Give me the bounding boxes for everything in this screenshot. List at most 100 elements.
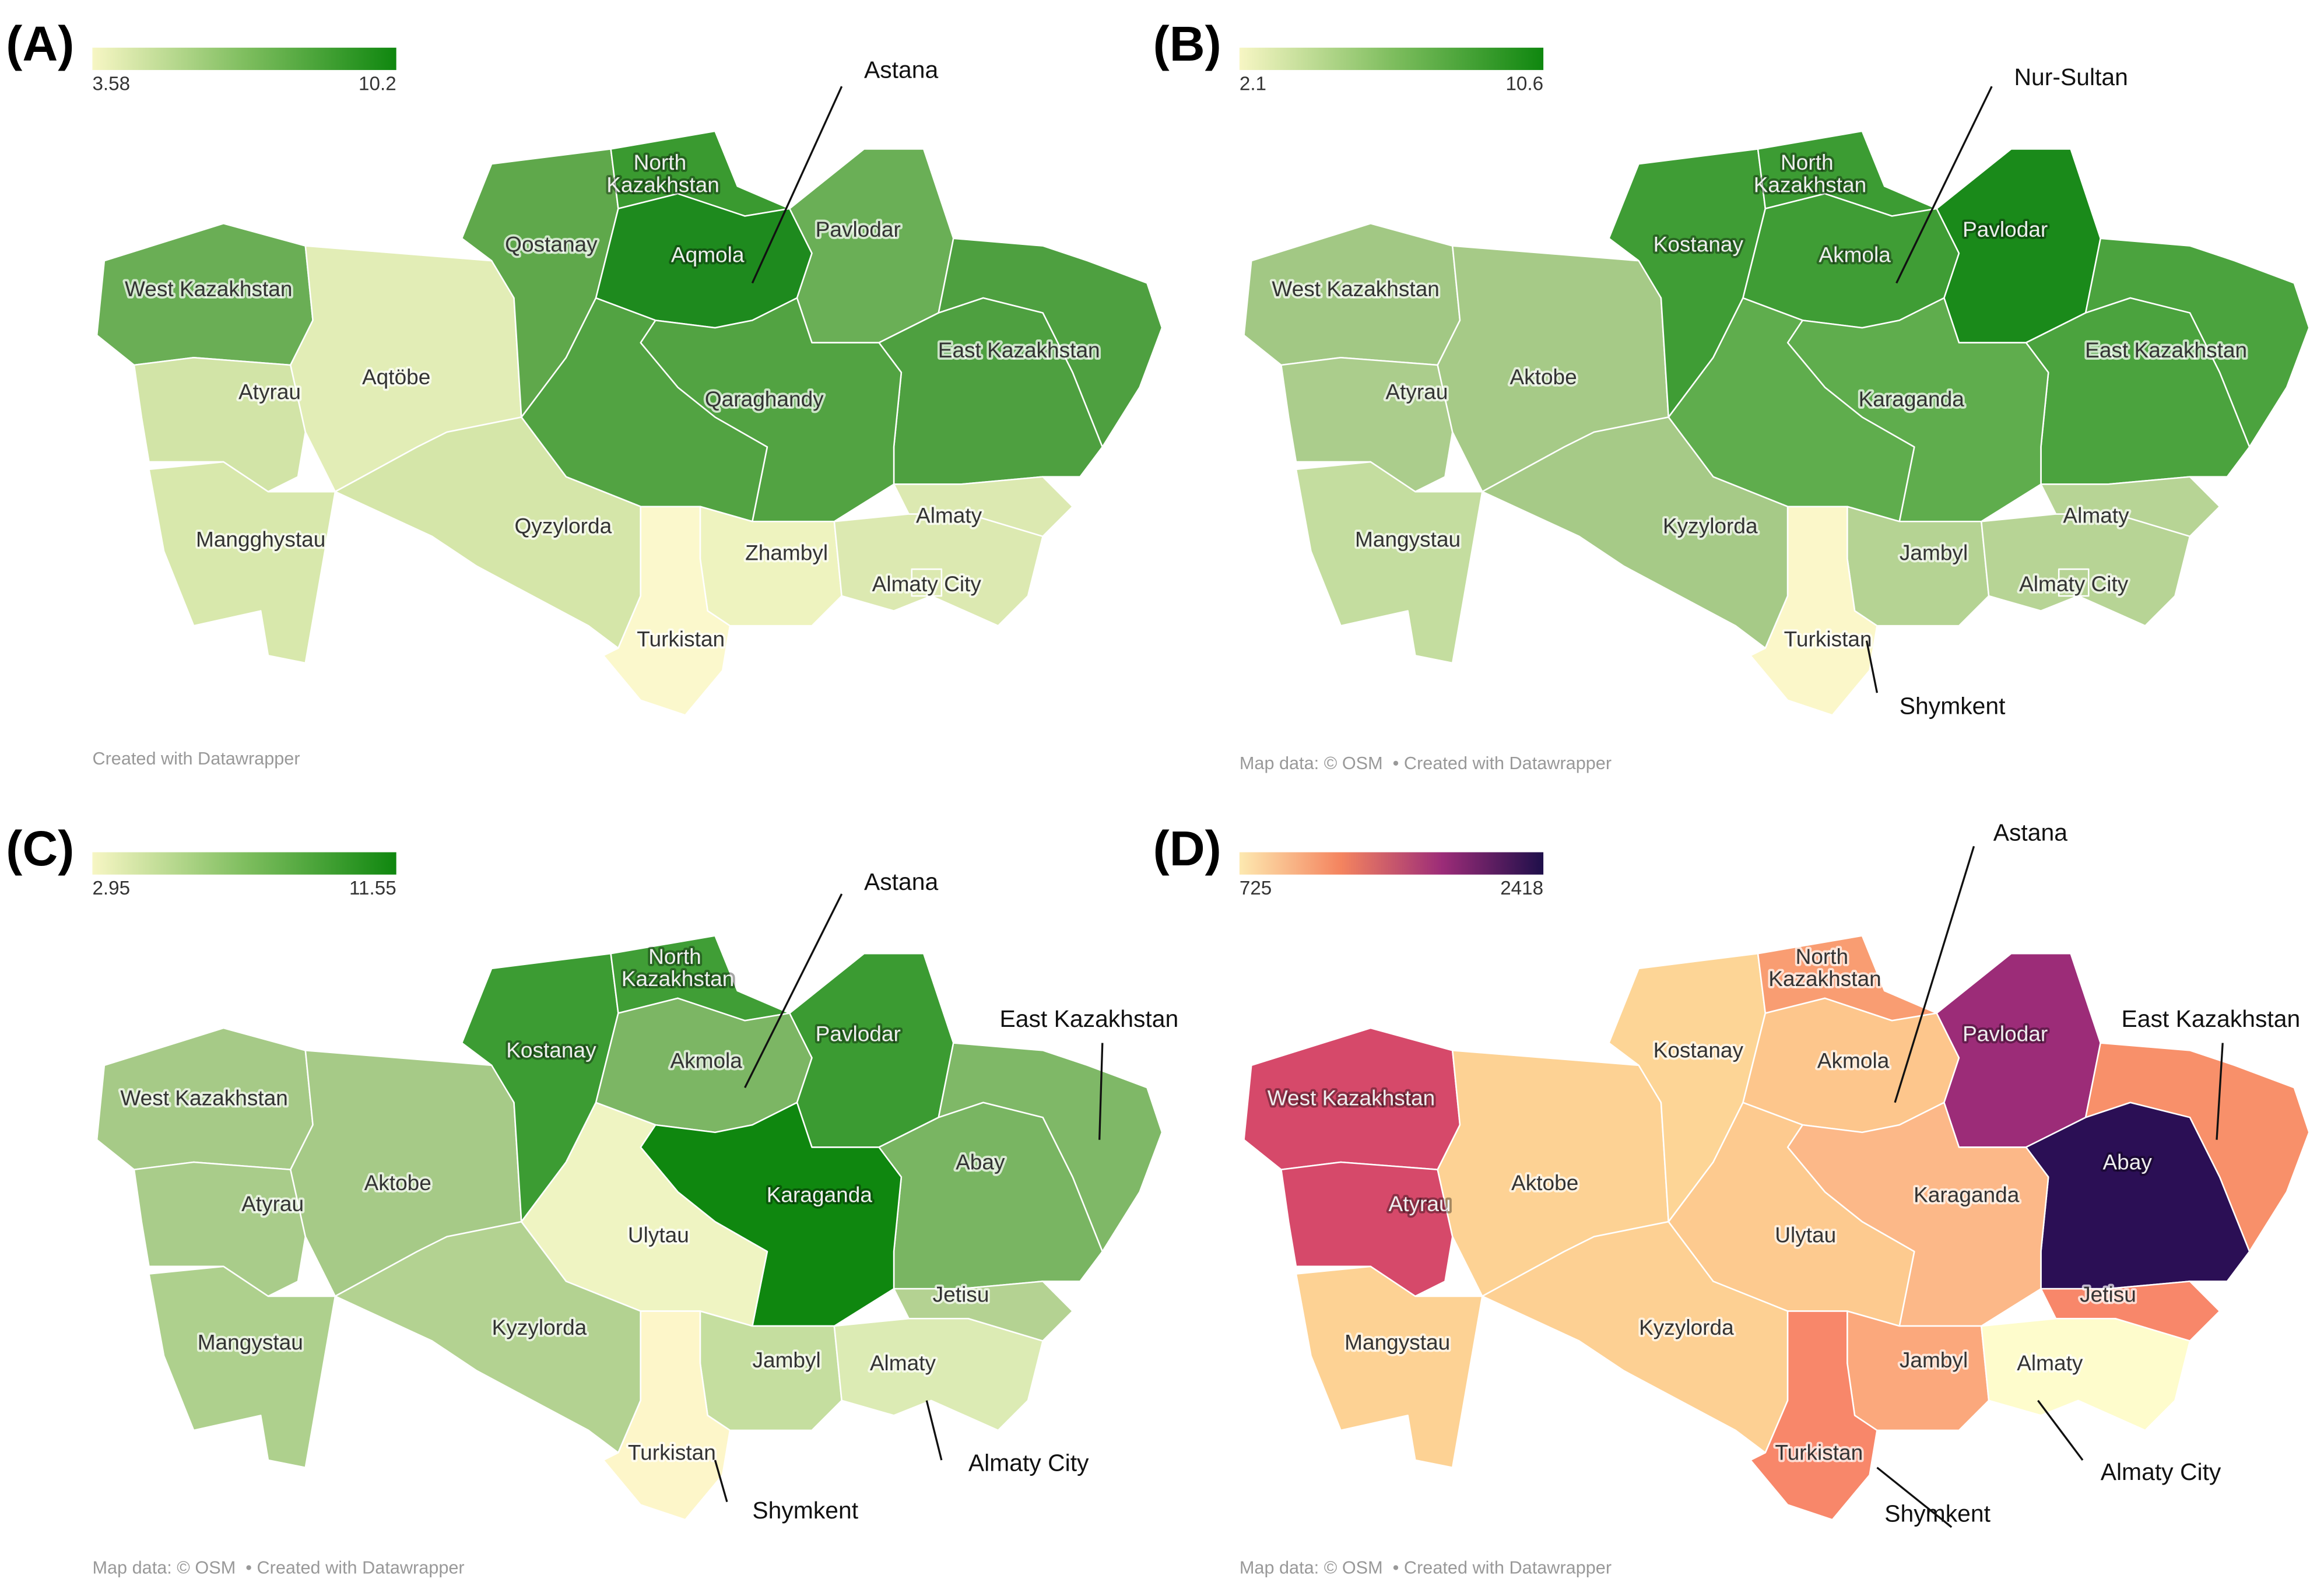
region [911,568,943,597]
region-label: Turkistan [637,626,725,651]
callout-label: Nur-Sultan [2014,64,2128,90]
region-label: Almaty [916,503,982,527]
callout-line [1895,86,1993,284]
callout-line [1894,846,1975,1103]
region-label: North Kazakhstan [622,944,735,991]
region [133,356,307,493]
legend-max: 2418 [1500,878,1543,899]
region-label: Jambyl [1900,1348,1968,1372]
callout-label: Shymkent [752,1497,858,1524]
region [1280,1161,1454,1297]
panel-letter: (D) [1153,821,1221,876]
credit: Map data: © OSM • Created with Datawrapp… [1240,1558,1612,1578]
region-label: West Kazakhstan [1268,1085,1435,1110]
region [833,1317,1044,1432]
region-label: Kyzylorda [1639,1315,1734,1339]
region-label: North Kazakhstan [606,150,719,197]
legend-min: 3.58 [92,73,130,94]
legend-bar [92,47,396,71]
region-label: Mangystau [1344,1330,1450,1354]
legend-bar [1239,852,1544,875]
region [602,1310,731,1521]
region [1295,461,1483,664]
region-label: Atyrau [238,379,301,404]
region-label: Jetisu [2080,1282,2136,1307]
region-label: Almaty [870,1351,936,1375]
region-label: Almaty City [2019,571,2129,596]
region [1749,1310,1878,1521]
region-label: Atyrau [1389,1191,1451,1216]
region-label: Turkistan [628,1440,716,1465]
legend-bar [92,852,396,875]
region-label: Aqtöbe [362,364,430,389]
region [148,1265,336,1469]
region-label: Kyzylorda [492,1315,587,1339]
region-label: Jetisu [933,1282,989,1307]
callout-label: East Kazakhstan [2121,1005,2300,1032]
callout-line [925,1400,943,1461]
region-label: West Kazakhstan [1272,276,1439,301]
legend-max: 11.55 [349,878,396,899]
region [893,1281,1073,1342]
region-label: Kyzylorda [1663,513,1758,538]
region-label: Turkistan [1775,1440,1863,1465]
region-label: Abay [2102,1149,2152,1174]
region-label: Atyrau [1385,379,1448,404]
callout-label: East Kazakhstan [999,1005,1178,1032]
region-label: North Kazakhstan [1768,944,1881,991]
region-label: Pavlodar [816,217,901,241]
region [699,506,842,627]
region-label: Almaty [2063,503,2129,527]
region-label: West Kazakhstan [125,276,292,301]
legend-max: 10.2 [359,73,396,94]
region-label: Mangystau [1355,527,1461,551]
legend-min: 2.1 [1240,73,1266,94]
region-label: Jambyl [752,1348,820,1372]
callout-line [744,893,843,1088]
region [1936,952,2101,1148]
region-label: Karaganda [1859,387,1965,411]
region-label: Kostanay [506,1038,596,1062]
region-label: Aktobe [364,1170,431,1195]
region-label: Pavlodar [816,1022,901,1046]
callout-line [751,86,843,284]
callout-line [714,1460,728,1502]
credit: Created with Datawrapper [92,749,300,769]
region-label: Ulytau [1775,1223,1836,1247]
region [788,952,954,1148]
region-label: Kostanay [1654,1038,1744,1062]
callout-label: Astana [1993,819,2068,846]
region-label: Aktobe [1509,364,1577,389]
region-label: Pavlodar [1963,1022,2048,1046]
region [1981,1317,2191,1432]
region [1936,148,2101,343]
callout-label: Almaty City [968,1449,1089,1476]
region [1280,356,1454,493]
credit: Map data: © OSM • Created with Datawrapp… [92,1558,464,1578]
region-label: Aqmola [671,242,745,266]
panel-letter: (C) [6,821,74,876]
region-label: Jambyl [1900,540,1968,564]
panel: 725 2418 (D) West Kazakhstan Atyrau Mangystau… [1153,819,2310,1578]
region [788,148,954,343]
panel: 2.95 11.55 (C) West Kazakhstan Atyrau Mangyst… [6,821,1178,1578]
region [2058,568,2090,597]
callout-label: Shymkent [1884,1500,1991,1527]
region-label: Qaraghandy [705,387,824,411]
region-label: Aktobe [1511,1170,1578,1195]
region-label: Karaganda [767,1183,873,1207]
callout-label: Astana [864,56,939,83]
region-label: Pavlodar [1963,217,2048,241]
region [893,476,1073,538]
region-label: Akmola [1817,1048,1890,1073]
region-label: East Kazakhstan [2085,338,2247,362]
panel: 2.1 10.6 (B) West Kazakhstan Atyrau Mangystau… [1153,16,2310,773]
region-label: Turkistan [1784,626,1872,651]
callout-line [1098,1043,1104,1140]
region-label: Karaganda [1914,1183,2020,1207]
region-label: Mangystau [198,1330,303,1354]
panel-letter: (B) [1153,16,1221,71]
panel-letter: (A) [6,16,74,71]
